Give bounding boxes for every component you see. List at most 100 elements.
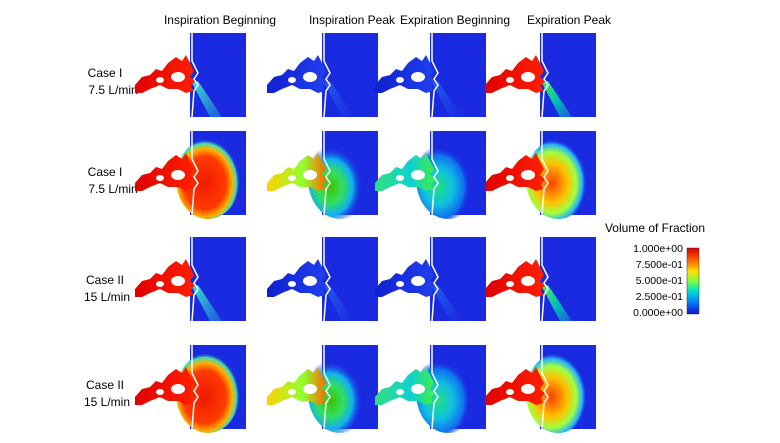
airway <box>375 259 435 297</box>
face-outline <box>431 33 439 118</box>
face-outline <box>191 33 199 118</box>
airway-cavity <box>288 281 296 287</box>
domain <box>190 237 246 321</box>
jet-plume <box>324 285 354 321</box>
colorbar-tick: 2.500e-01 <box>636 291 683 303</box>
airway-cavity <box>303 384 317 394</box>
airway <box>267 259 327 297</box>
simulation-panel <box>485 131 596 219</box>
face-outline <box>191 237 199 322</box>
airway-cavity <box>288 175 296 181</box>
airway <box>135 367 195 405</box>
colorbar-tick: 1.000e+00 <box>633 243 683 255</box>
face-outline <box>431 345 439 430</box>
simulation-panel <box>267 33 378 118</box>
face-outline <box>323 33 331 118</box>
face-outline <box>323 131 331 216</box>
airway <box>135 259 195 297</box>
airway-cavity <box>396 77 404 83</box>
jet-plume <box>192 285 222 321</box>
column-header: Inspiration Peak <box>309 13 396 27</box>
simulation-panel <box>485 237 596 322</box>
simulation-panel <box>135 237 246 322</box>
simulation-panel <box>485 33 596 118</box>
simulation-panel <box>135 345 246 433</box>
airway <box>267 367 327 405</box>
airway <box>485 367 545 405</box>
colorbar <box>686 247 700 315</box>
jet-plume <box>542 285 572 321</box>
domain <box>430 237 486 321</box>
domain <box>190 33 246 117</box>
airway <box>267 55 327 93</box>
airway-cavity <box>171 276 185 286</box>
airway-cavity <box>303 72 317 82</box>
face-outline <box>541 345 549 430</box>
row-case: Case II <box>86 378 124 392</box>
jet-plume <box>542 81 572 117</box>
simulation-panel <box>135 131 246 219</box>
simulation-panel <box>375 131 486 219</box>
airway-cavity <box>171 72 185 82</box>
simulation-panel <box>267 131 378 219</box>
airway <box>485 55 545 93</box>
row-case: Case I <box>88 66 123 80</box>
jet-plume <box>324 81 354 117</box>
simulation-panel <box>375 237 486 322</box>
airway-cavity <box>156 175 164 181</box>
airway-cavity <box>411 276 425 286</box>
airway-cavity <box>288 389 296 395</box>
face-outline <box>323 237 331 322</box>
airway-cavity <box>521 276 535 286</box>
jet-plume <box>432 81 462 117</box>
row-flow: 15 L/min <box>84 290 130 304</box>
airway <box>375 55 435 93</box>
airway-cavity <box>171 384 185 394</box>
airway-cavity <box>506 77 514 83</box>
face-outline <box>191 345 199 430</box>
airway-cavity <box>506 175 514 181</box>
airway-cavity <box>521 72 535 82</box>
domain <box>322 237 378 321</box>
airway <box>485 259 545 297</box>
row-flow: 15 L/min <box>84 395 130 409</box>
simulation-panel <box>375 345 486 433</box>
row-flow: 7.5 L/min <box>88 182 137 196</box>
colorbar-tick: 7.500e-01 <box>636 259 683 271</box>
jet-plume <box>432 285 462 321</box>
domain <box>540 33 596 117</box>
airway-cavity <box>411 384 425 394</box>
airway <box>135 153 195 191</box>
airway-cavity <box>288 77 296 83</box>
colorbar-title: Volume of Fraction <box>605 221 705 235</box>
airway <box>375 153 435 191</box>
colorbar-tick: 0.000e+00 <box>633 307 683 319</box>
airway-cavity <box>303 276 317 286</box>
face-outline <box>541 33 549 118</box>
airway-cavity <box>411 72 425 82</box>
face-outline <box>431 237 439 322</box>
airway-cavity <box>171 170 185 180</box>
domain <box>430 33 486 117</box>
airway-cavity <box>521 384 535 394</box>
airway <box>485 153 545 191</box>
airway-cavity <box>303 170 317 180</box>
airway-cavity <box>156 281 164 287</box>
face-outline <box>541 237 549 322</box>
domain <box>322 33 378 117</box>
simulation-panel <box>267 237 378 322</box>
column-header: Expiration Peak <box>527 13 612 27</box>
row-flow: 7.5 L/min <box>88 83 137 97</box>
airway-cavity <box>156 389 164 395</box>
face-outline <box>541 131 549 216</box>
airway-cavity <box>411 170 425 180</box>
face-outline <box>191 131 199 216</box>
airway <box>375 367 435 405</box>
colorbar-tick: 5.000e-01 <box>636 275 683 287</box>
jet-plume <box>192 81 222 117</box>
simulation-panel <box>375 33 486 118</box>
domain <box>540 237 596 321</box>
face-outline <box>431 131 439 216</box>
simulation-panel <box>267 345 378 433</box>
